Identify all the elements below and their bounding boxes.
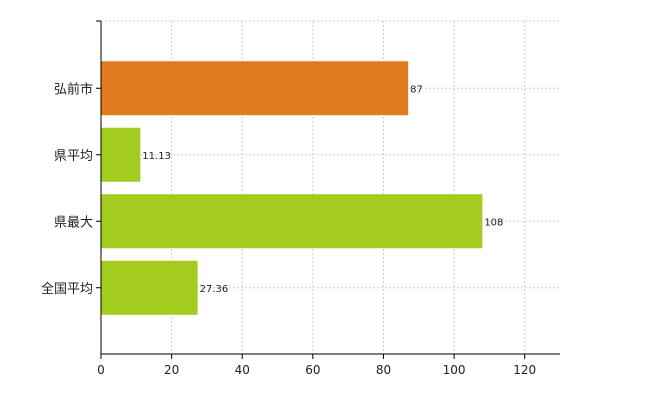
category-label: 県平均 xyxy=(54,149,93,164)
bars xyxy=(101,61,483,315)
x-tick-label: 120 xyxy=(513,363,536,377)
category-label: 全国平均 xyxy=(41,281,93,297)
category-label: 県最大 xyxy=(54,215,93,230)
category-label: 弘前市 xyxy=(54,81,93,97)
x-tick-label: 0 xyxy=(97,363,105,377)
bar-value-label: 108 xyxy=(484,217,503,228)
bar xyxy=(101,194,483,249)
labels: 87 11.13 108 27.36 0 20 40 60 80 100 120 弘前市県平均県最大全… xyxy=(41,81,536,377)
bar xyxy=(101,260,198,315)
bar-value-label: 11.13 xyxy=(142,151,171,162)
bar-value-label: 87 xyxy=(410,84,423,95)
bar xyxy=(101,127,141,182)
x-tick-label: 40 xyxy=(235,363,250,377)
x-tick-label: 100 xyxy=(443,363,466,377)
x-tick-label: 20 xyxy=(164,363,179,377)
bar xyxy=(101,61,409,116)
axes xyxy=(96,20,560,359)
x-tick-label: 80 xyxy=(376,363,391,377)
bar-value-label: 27.36 xyxy=(200,284,229,295)
x-tick-label: 60 xyxy=(305,363,320,377)
